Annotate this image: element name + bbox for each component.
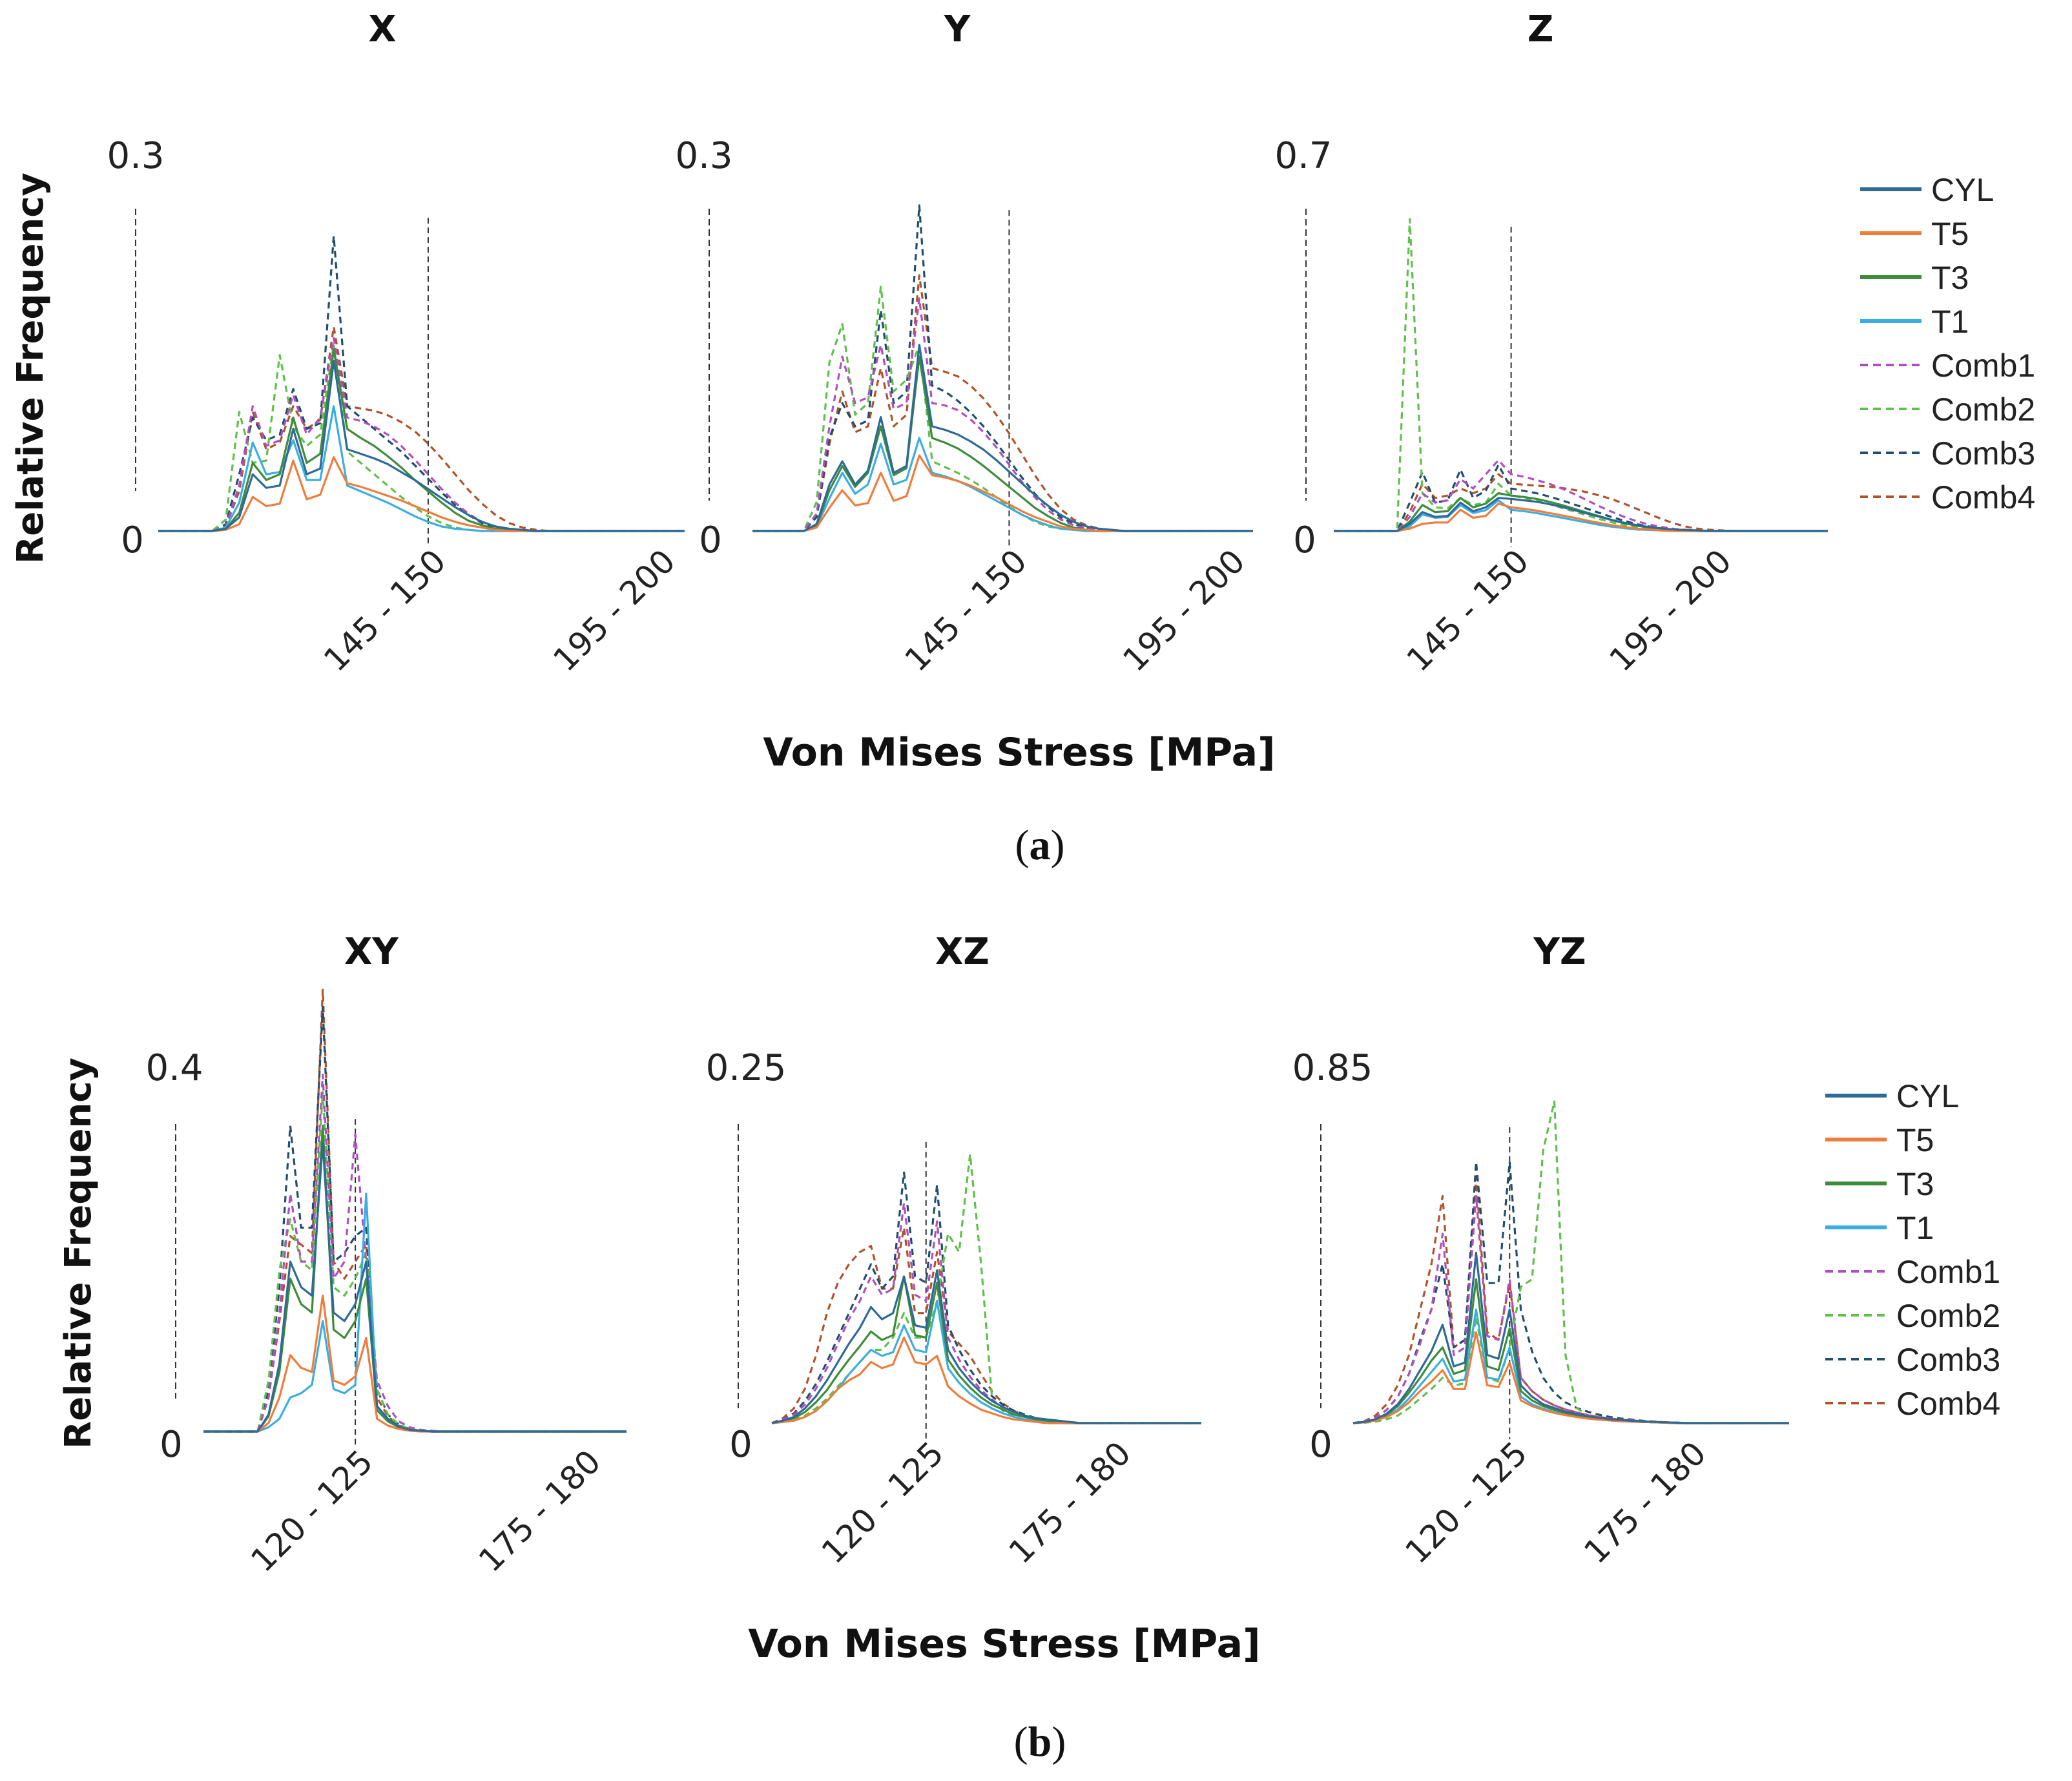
y-max-label-xz: 0.25 <box>706 1047 787 1089</box>
x-tick-label: 120 - 125 <box>814 1434 951 1570</box>
x-tick-label: 145 - 150 <box>1400 542 1536 678</box>
legend-label-t5: T5 <box>1931 216 1969 252</box>
y-min-label-x: 0 <box>121 519 144 561</box>
series-cyl <box>203 1141 627 1433</box>
legend-label-t3: T3 <box>1896 1166 1934 1202</box>
legend-label-comb1: Comb1 <box>1931 348 2035 384</box>
y-axis-label-a: Relative Frequency <box>10 172 52 564</box>
chart-y: Y 0.3 0 145 - 150 195 - 200 <box>675 8 1253 679</box>
y-min-label-yz: 0 <box>1309 1424 1332 1466</box>
legend-label-t1: T1 <box>1931 304 1969 340</box>
chart-title-y: Y <box>944 8 971 50</box>
series-comb3 <box>1352 1161 1789 1424</box>
series-cyl <box>771 1269 1201 1424</box>
plot-area-z: 145 - 150 195 - 200 <box>1334 218 1828 679</box>
plot-area-x: 145 - 150 195 - 200 <box>158 218 685 679</box>
x-tick-label: 145 - 150 <box>316 542 453 678</box>
chart-xy: XY 0.4 0 120 - 125 175 - 180 <box>145 931 627 1579</box>
y-max-label-yz: 0.85 <box>1292 1047 1373 1089</box>
chart-title-yz: YZ <box>1533 931 1586 973</box>
x-axis-label-b: Von Mises Stress [MPa] <box>748 1621 1260 1667</box>
chart-title-x: X <box>368 8 396 50</box>
series-t1 <box>771 1300 1201 1424</box>
legend-a: CYL T5 T3 T1 Comb1 Comb2 Comb3 Comb4 <box>1860 172 2035 516</box>
chart-z: Z 0.7 0 145 - 150 195 - 200 <box>1274 8 1828 679</box>
series-t1 <box>1352 1308 1789 1424</box>
x-tick-label: 175 - 180 <box>471 1443 608 1579</box>
x-tick-label: 120 - 125 <box>243 1443 380 1579</box>
x-tick-label: 120 - 125 <box>1398 1434 1535 1570</box>
series-comb3 <box>1334 463 1828 532</box>
series-t3 <box>158 348 685 532</box>
legend-b: CYL T5 T3 T1 Comb1 Comb2 Comb3 Comb4 <box>1825 1078 2000 1422</box>
legend-label-comb1: Comb1 <box>1896 1254 2000 1290</box>
y-min-label-xy: 0 <box>160 1424 183 1466</box>
plot-area-xz: 120 - 125 175 - 180 <box>771 1141 1201 1571</box>
series-cyl <box>158 359 685 532</box>
series-comb3 <box>771 1171 1201 1424</box>
legend-label-t5: T5 <box>1896 1122 1934 1158</box>
legend-label-cyl: CYL <box>1931 172 1994 208</box>
y-max-label-y: 0.3 <box>675 135 732 177</box>
series-cyl <box>1352 1251 1789 1424</box>
series-comb1 <box>1334 459 1828 532</box>
plot-area-xy: 120 - 125 175 - 180 <box>203 988 627 1579</box>
series-comb4 <box>203 988 627 1433</box>
series-t5 <box>203 1294 627 1433</box>
series-comb4 <box>771 1226 1201 1424</box>
panel-label-b: (b) <box>1014 1718 1066 1765</box>
y-min-label-z: 0 <box>1293 519 1316 561</box>
y-max-label-x: 0.3 <box>107 135 164 177</box>
legend-label-t3: T3 <box>1931 260 1969 296</box>
series-comb2 <box>1334 218 1828 532</box>
legend-label-comb2: Comb2 <box>1931 391 2035 428</box>
series-comb2 <box>158 342 685 532</box>
legend-label-comb3: Comb3 <box>1896 1342 2000 1378</box>
legend-label-comb4: Comb4 <box>1896 1386 2000 1422</box>
legend-label-cyl: CYL <box>1896 1078 1959 1114</box>
chart-x: X 0.3 0 145 - 150 195 - 200 <box>107 8 685 679</box>
x-tick-label: 175 - 180 <box>1002 1434 1138 1570</box>
series-comb1 <box>1352 1194 1789 1424</box>
x-axis-label-a: Von Mises Stress [MPa] <box>763 730 1275 775</box>
x-tick-label: 195 - 200 <box>1602 542 1739 678</box>
series-cyl <box>1334 497 1828 532</box>
y-min-label-y: 0 <box>699 519 722 561</box>
plot-area-y: 145 - 150 195 - 200 <box>752 204 1253 679</box>
series-comb3 <box>203 1005 627 1433</box>
y-axis-label-b: Relative Frequency <box>57 1057 99 1449</box>
plot-area-yz: 120 - 125 175 - 180 <box>1352 1100 1789 1571</box>
legend-label-comb2: Comb2 <box>1896 1298 2000 1334</box>
y-max-label-z: 0.7 <box>1274 135 1332 177</box>
series-cyl <box>752 344 1253 532</box>
x-tick-label: 145 - 150 <box>898 542 1034 678</box>
legend-label-t1: T1 <box>1896 1210 1934 1246</box>
x-tick-label: 195 - 200 <box>546 542 682 678</box>
series-comb2 <box>203 1090 627 1433</box>
series-t3 <box>1352 1278 1789 1424</box>
chart-xz: XZ 0.25 0 120 - 125 175 - 180 <box>706 931 1201 1571</box>
y-min-label-xz: 0 <box>729 1424 752 1466</box>
legend-label-comb3: Comb3 <box>1931 435 2035 472</box>
chart-title-z: Z <box>1528 8 1554 50</box>
series-t5 <box>771 1337 1201 1424</box>
series-comb4 <box>158 326 685 532</box>
chart-title-xz: XZ <box>935 931 989 973</box>
chart-yz: YZ 0.85 0 120 - 125 175 - 180 <box>1292 931 1789 1571</box>
y-max-label-xy: 0.4 <box>145 1047 203 1089</box>
panel-label-a: (a) <box>1015 822 1065 869</box>
x-tick-label: 175 - 180 <box>1577 1434 1714 1570</box>
legend-label-comb4: Comb4 <box>1931 479 2035 516</box>
chart-title-xy: XY <box>344 931 399 973</box>
x-tick-label: 195 - 200 <box>1116 542 1252 678</box>
series-comb1 <box>203 1074 627 1433</box>
